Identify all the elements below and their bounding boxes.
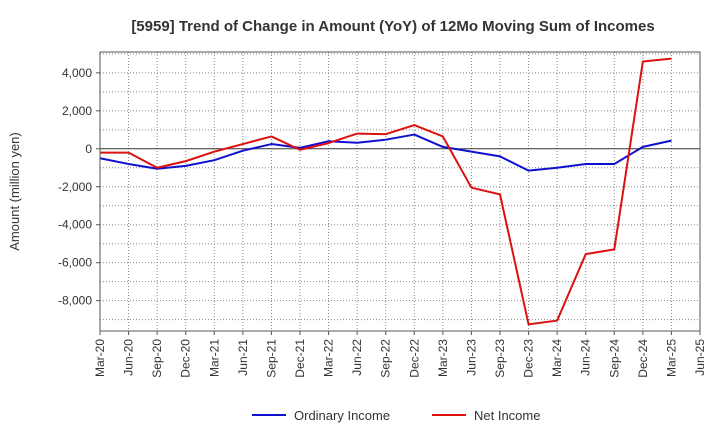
x-tick-label: Dec-22 xyxy=(407,339,421,378)
x-tick-label: Sep-20 xyxy=(150,339,164,378)
x-tick-label: Jun-23 xyxy=(464,339,478,376)
x-tick-label: Jun-20 xyxy=(122,339,136,376)
x-tick-label: Sep-22 xyxy=(379,339,393,378)
series-layer xyxy=(99,57,672,326)
series-line-1 xyxy=(99,133,672,172)
series-line-2 xyxy=(100,57,672,326)
x-tick-label: Jun-21 xyxy=(236,339,250,376)
x-tick-label: Jun-22 xyxy=(350,339,364,376)
y-tick-label: 2,000 xyxy=(62,104,92,118)
legend-label-1: Ordinary Income xyxy=(294,408,390,423)
y-tick-label: -6,000 xyxy=(58,256,92,270)
plot-frame xyxy=(99,51,701,332)
x-tick-label: Dec-23 xyxy=(522,339,536,378)
legend-label-2: Net Income xyxy=(474,408,540,423)
x-tick-label: Mar-25 xyxy=(664,339,678,377)
y-axis-label: Amount (million yen) xyxy=(7,132,22,251)
x-tick-label: Mar-21 xyxy=(207,339,221,377)
x-tick-label: Mar-24 xyxy=(550,339,564,377)
y-tick-label: -8,000 xyxy=(58,294,92,308)
x-tick-label: Dec-21 xyxy=(293,339,307,378)
x-tick-label: Sep-21 xyxy=(264,339,278,378)
y-tick-label: 4,000 xyxy=(62,66,92,80)
y-tick-label: 0 xyxy=(85,142,92,156)
x-tick-label: Mar-22 xyxy=(322,339,336,377)
x-tick-label: Jun-24 xyxy=(579,339,593,376)
chart-title: [5959] Trend of Change in Amount (YoY) o… xyxy=(131,18,654,35)
x-tick-label: Dec-24 xyxy=(636,339,650,378)
x-tick-label: Jun-25 xyxy=(693,339,707,376)
x-axis-ticks: Mar-20 Jun-20 Sep-20 Dec-20 Mar-21 Jun-21 Sep-… xyxy=(93,331,707,378)
x-tick-label: Mar-20 xyxy=(93,339,107,377)
y-tick-label: -2,000 xyxy=(58,180,92,194)
x-tick-label: Sep-24 xyxy=(607,339,621,378)
y-tick-label: -4,000 xyxy=(58,218,92,232)
legend: Ordinary Income Net Income xyxy=(252,408,540,423)
x-tick-label: Sep-23 xyxy=(493,339,507,378)
x-tick-label: Mar-23 xyxy=(436,339,450,377)
y-axis-ticks: 4,000 2,000 0 -2,000 -4,000 -6,000 -8,000 xyxy=(58,66,100,308)
x-tick-label: Dec-20 xyxy=(179,339,193,378)
grid xyxy=(100,52,700,331)
